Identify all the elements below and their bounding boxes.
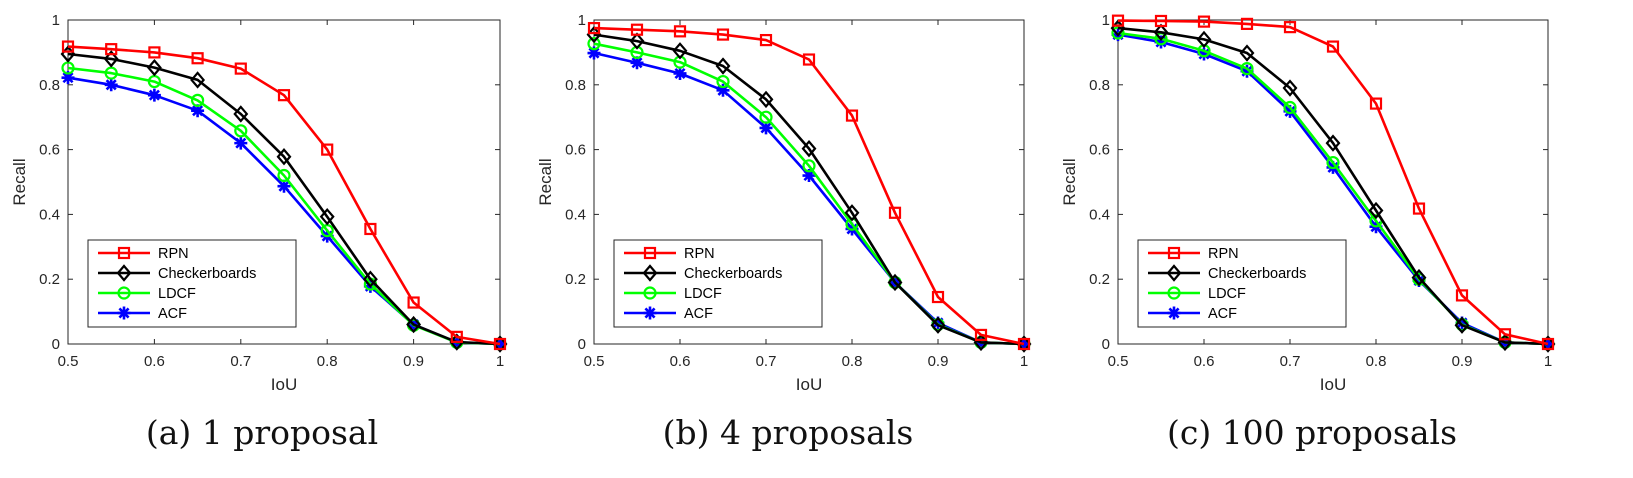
legend-label-checkerboards: Checkerboards (1208, 266, 1306, 282)
x-tick-label: 1 (1020, 353, 1028, 370)
x-tick-label: 0.5 (584, 353, 605, 370)
legend-label-acf: ACF (158, 306, 187, 322)
legend: RPN Checkerboards LDCF ACF (1138, 240, 1346, 327)
y-tick-label: 0.4 (39, 206, 60, 223)
legend-label-rpn: RPN (1208, 246, 1239, 262)
legend: RPN Checkerboards LDCF ACF (88, 240, 296, 327)
y-tick-label: 0.8 (39, 77, 60, 94)
chart-panel-2: 0.5 0.6 0.7 0.8 0.9 1 0 0.2 0.4 0.6 0.8 1 IoU Recall R… (536, 12, 1031, 452)
y-tick-label: 0.4 (1089, 206, 1110, 223)
x-tick-label: 0.6 (1194, 353, 1215, 370)
y-tick-label: 0.2 (39, 271, 60, 288)
x-tick-label: 0.9 (1452, 353, 1473, 370)
y-axis-label: Recall (10, 158, 29, 205)
x-tick-label: 0.7 (230, 353, 251, 370)
x-tick-label: 0.9 (928, 353, 949, 370)
x-tick-label: 0.9 (403, 353, 424, 370)
y-tick-label: 0.2 (565, 271, 586, 288)
x-tick-label: 0.6 (144, 353, 165, 370)
data-point (234, 137, 247, 150)
y-tick-label: 0.6 (39, 142, 60, 159)
legend: RPN Checkerboards LDCF ACF (614, 240, 822, 327)
legend-label-ldcf: LDCF (1208, 286, 1246, 302)
y-tick-label: 1 (52, 12, 60, 29)
data-point (674, 67, 687, 80)
panel-caption: (a) 1 proposal (146, 413, 378, 452)
x-tick-label: 0.8 (317, 353, 338, 370)
x-tick-label: 0.8 (1366, 353, 1387, 370)
panel-caption: (c) 100 proposals (1167, 413, 1457, 452)
legend-marker (118, 307, 131, 320)
y-tick-label: 0.8 (565, 77, 586, 94)
y-tick-label: 0.6 (565, 142, 586, 159)
x-tick-label: 0.7 (1280, 353, 1301, 370)
x-tick-label: 0.6 (670, 353, 691, 370)
data-point (148, 89, 161, 102)
legend-label-ldcf: LDCF (158, 286, 196, 302)
x-tick-label: 1 (496, 353, 504, 370)
legend-label-rpn: RPN (158, 246, 189, 262)
y-tick-label: 0.4 (565, 206, 586, 223)
y-tick-label: 0.2 (1089, 271, 1110, 288)
data-point (105, 78, 118, 91)
x-tick-label: 0.5 (58, 353, 79, 370)
chart-panel-3: 0.5 0.6 0.7 0.8 0.9 1 0 0.2 0.4 0.6 0.8 1 IoU Recall R… (1060, 12, 1555, 452)
x-tick-label: 1 (1544, 353, 1552, 370)
x-axis-label: IoU (796, 375, 822, 394)
y-axis-label: Recall (1060, 158, 1079, 205)
x-axis-label: IoU (1320, 375, 1346, 394)
y-tick-label: 0.8 (1089, 77, 1110, 94)
legend-label-checkerboards: Checkerboards (684, 266, 782, 282)
x-tick-label: 0.8 (842, 353, 863, 370)
chart-panel-1: 0.5 0.6 0.7 0.8 0.9 1 0 0.2 0.4 0.6 0.8 1 IoU Recall R… (10, 12, 507, 452)
legend-label-acf: ACF (684, 306, 713, 322)
y-tick-label: 0.6 (1089, 142, 1110, 159)
y-tick-label: 1 (578, 12, 586, 29)
legend-label-acf: ACF (1208, 306, 1237, 322)
y-tick-label: 0 (578, 336, 586, 353)
y-axis-label: Recall (536, 158, 555, 205)
x-tick-label: 0.5 (1108, 353, 1129, 370)
legend-marker (1168, 307, 1181, 320)
y-tick-label: 1 (1102, 12, 1110, 29)
legend-marker (644, 307, 657, 320)
legend-label-rpn: RPN (684, 246, 715, 262)
x-axis-label: IoU (271, 375, 297, 394)
legend-label-ldcf: LDCF (684, 286, 722, 302)
legend-label-checkerboards: Checkerboards (158, 266, 256, 282)
x-tick-label: 0.7 (756, 353, 777, 370)
y-tick-label: 0 (1102, 336, 1110, 353)
y-tick-label: 0 (52, 336, 60, 353)
panel-caption: (b) 4 proposals (663, 413, 914, 452)
